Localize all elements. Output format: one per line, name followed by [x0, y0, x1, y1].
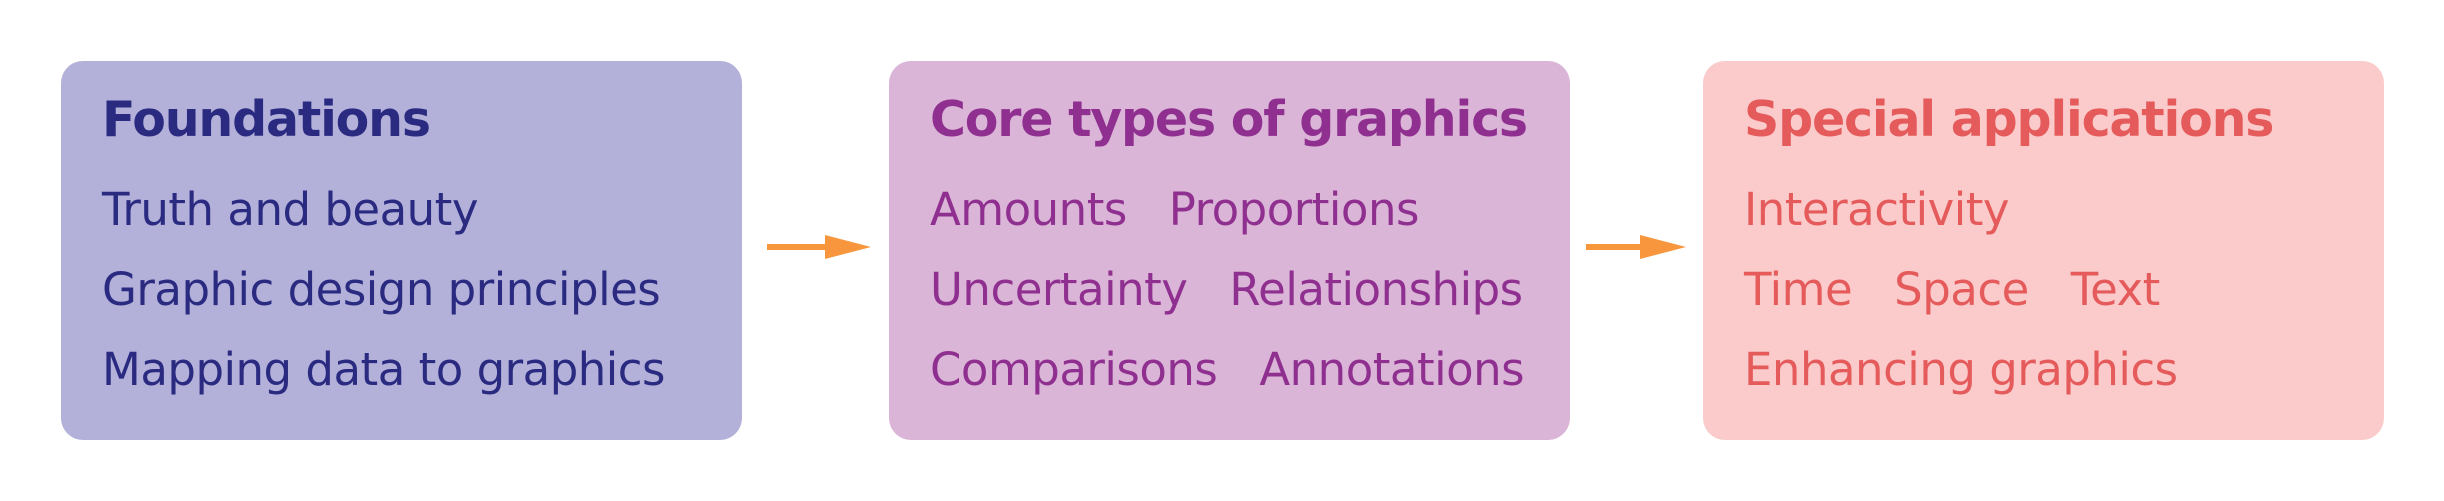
foundations-line: Mapping data to graphics	[102, 343, 665, 396]
topic-comparisons: Comparisons	[930, 343, 1218, 396]
core-types-line: Uncertainty Relationships	[930, 263, 1523, 316]
special-applications-panel: Special applications Interactivity Time S…	[1703, 61, 2384, 440]
topic-enhancing-graphics: Enhancing graphics	[1744, 343, 2178, 396]
topic-interactivity: Interactivity	[1744, 183, 2010, 236]
topic-mapping-data-to-graphics: Mapping data to graphics	[102, 343, 665, 396]
foundations-line: Truth and beauty	[102, 183, 478, 236]
foundations-title: Foundations	[102, 91, 431, 148]
arrow-head	[825, 235, 871, 259]
topic-truth-and-beauty: Truth and beauty	[102, 183, 478, 236]
topic-graphic-design-principles: Graphic design principles	[102, 263, 661, 316]
special-applications-line: Enhancing graphics	[1744, 343, 2178, 396]
topic-relationships: Relationships	[1229, 263, 1523, 316]
core-types-title: Core types of graphics	[930, 91, 1528, 148]
arrow-core-to-special-icon	[1586, 235, 1686, 259]
special-applications-title: Special applications	[1744, 91, 2274, 148]
core-types-line: Comparisons Annotations	[930, 343, 1525, 396]
topic-text: Text	[2070, 263, 2161, 316]
arrow-head	[1640, 235, 1686, 259]
core-types-line: Amounts Proportions	[930, 183, 1419, 236]
foundations-line: Graphic design principles	[102, 263, 661, 316]
special-applications-line: Time Space Text	[1744, 263, 2160, 316]
core-types-panel: Core types of graphics Amounts Proportion…	[889, 61, 1570, 440]
topic-uncertainty: Uncertainty	[930, 263, 1188, 316]
special-applications-line: Interactivity	[1744, 183, 2010, 236]
topic-proportions: Proportions	[1168, 183, 1420, 236]
topic-amounts: Amounts	[930, 183, 1127, 236]
arrow-foundations-to-core-icon	[767, 235, 871, 259]
topic-annotations: Annotations	[1259, 343, 1525, 396]
foundations-panel: Foundations Truth and beauty Graphic des…	[61, 61, 742, 440]
topic-space: Space	[1894, 263, 2029, 316]
topic-time: Time	[1744, 263, 1853, 316]
